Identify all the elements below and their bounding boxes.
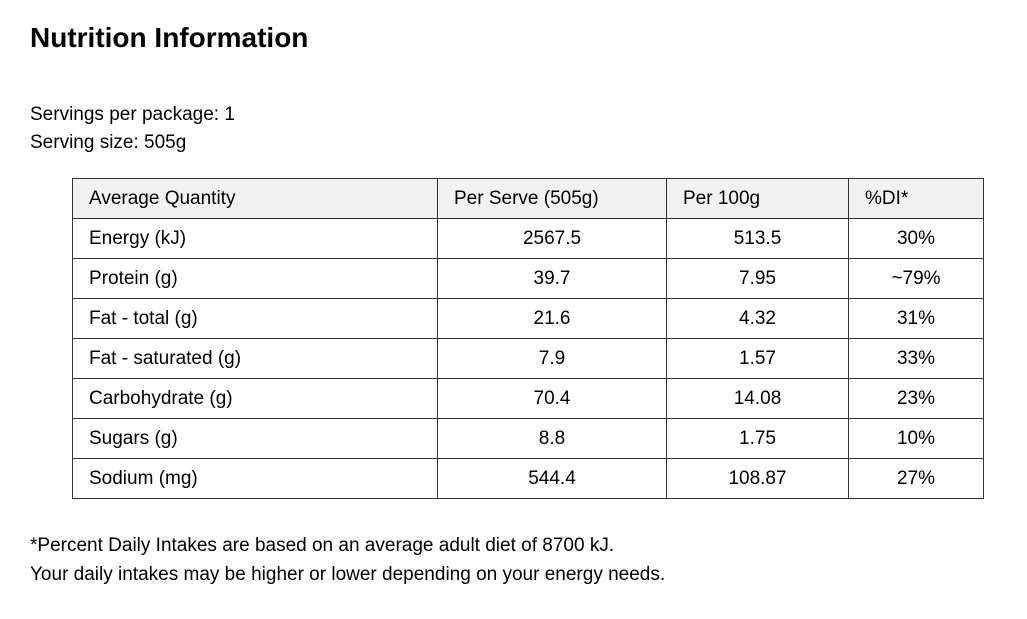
per-100g-cell: 14.08 bbox=[666, 378, 849, 419]
nutrient-label-cell: Sodium (mg) bbox=[72, 458, 438, 499]
table-row: Energy (kJ) 2567.5 513.5 30% bbox=[72, 218, 984, 259]
table-row: Protein (g) 39.7 7.95 ~79% bbox=[72, 258, 984, 299]
column-header-average-quantity: Average Quantity bbox=[72, 178, 438, 219]
di-cell: 31% bbox=[848, 298, 984, 339]
footnote-daily-intake-basis: *Percent Daily Intakes are based on an a… bbox=[30, 535, 615, 556]
per-serve-cell: 7.9 bbox=[437, 338, 667, 379]
per-serve-cell: 39.7 bbox=[437, 258, 667, 299]
per-serve-cell: 544.4 bbox=[437, 458, 667, 499]
serving-size-text: Serving size: 505g bbox=[30, 132, 187, 153]
column-header-per-100g: Per 100g bbox=[666, 178, 849, 219]
per-100g-cell: 7.95 bbox=[666, 258, 849, 299]
footnote-daily-intake-variation: Your daily intakes may be higher or lowe… bbox=[30, 564, 666, 585]
table-row: Sodium (mg) 544.4 108.87 27% bbox=[72, 458, 984, 499]
di-cell: 23% bbox=[848, 378, 984, 419]
per-100g-cell: 1.75 bbox=[666, 418, 849, 459]
nutrient-label-cell: Sugars (g) bbox=[72, 418, 438, 459]
nutrition-table-header: Average Quantity Per Serve (505g) Per 10… bbox=[72, 178, 984, 219]
nutrient-label-cell: Fat - saturated (g) bbox=[72, 338, 438, 379]
per-serve-cell: 21.6 bbox=[437, 298, 667, 339]
table-row: Carbohydrate (g) 70.4 14.08 23% bbox=[72, 378, 984, 419]
table-row: Fat - total (g) 21.6 4.32 31% bbox=[72, 298, 984, 339]
footnote-block: *Percent Daily Intakes are based on an a… bbox=[30, 531, 997, 589]
per-100g-cell: 108.87 bbox=[666, 458, 849, 499]
per-serve-cell: 8.8 bbox=[437, 418, 667, 459]
serving-info-block: Servings per package: 1 Serving size: 50… bbox=[30, 101, 997, 157]
per-serve-cell: 2567.5 bbox=[437, 218, 667, 259]
nutrient-label-cell: Carbohydrate (g) bbox=[72, 378, 438, 419]
di-cell: 10% bbox=[848, 418, 984, 459]
nutrition-table-body: Energy (kJ) 2567.5 513.5 30% Protein (g)… bbox=[72, 218, 984, 499]
di-cell: ~79% bbox=[848, 258, 984, 299]
nutrient-label-cell: Protein (g) bbox=[72, 258, 438, 299]
per-100g-cell: 1.57 bbox=[666, 338, 849, 379]
header-row: Average Quantity Per Serve (505g) Per 10… bbox=[72, 178, 984, 219]
column-header-percent-di: %DI* bbox=[848, 178, 984, 219]
per-serve-cell: 70.4 bbox=[437, 378, 667, 419]
table-row: Fat - saturated (g) 7.9 1.57 33% bbox=[72, 338, 984, 379]
di-cell: 30% bbox=[848, 218, 984, 259]
per-100g-cell: 513.5 bbox=[666, 218, 849, 259]
column-header-per-serve: Per Serve (505g) bbox=[437, 178, 667, 219]
di-cell: 33% bbox=[848, 338, 984, 379]
nutrition-table: Average Quantity Per Serve (505g) Per 10… bbox=[72, 178, 984, 499]
nutrient-label-cell: Fat - total (g) bbox=[72, 298, 438, 339]
servings-per-package-text: Servings per package: 1 bbox=[30, 104, 235, 125]
di-cell: 27% bbox=[848, 458, 984, 499]
page-title: Nutrition Information bbox=[30, 22, 309, 53]
per-100g-cell: 4.32 bbox=[666, 298, 849, 339]
nutrition-page: Nutrition Information Servings per packa… bbox=[30, 22, 997, 589]
nutrient-label-cell: Energy (kJ) bbox=[72, 218, 438, 259]
table-row: Sugars (g) 8.8 1.75 10% bbox=[72, 418, 984, 459]
